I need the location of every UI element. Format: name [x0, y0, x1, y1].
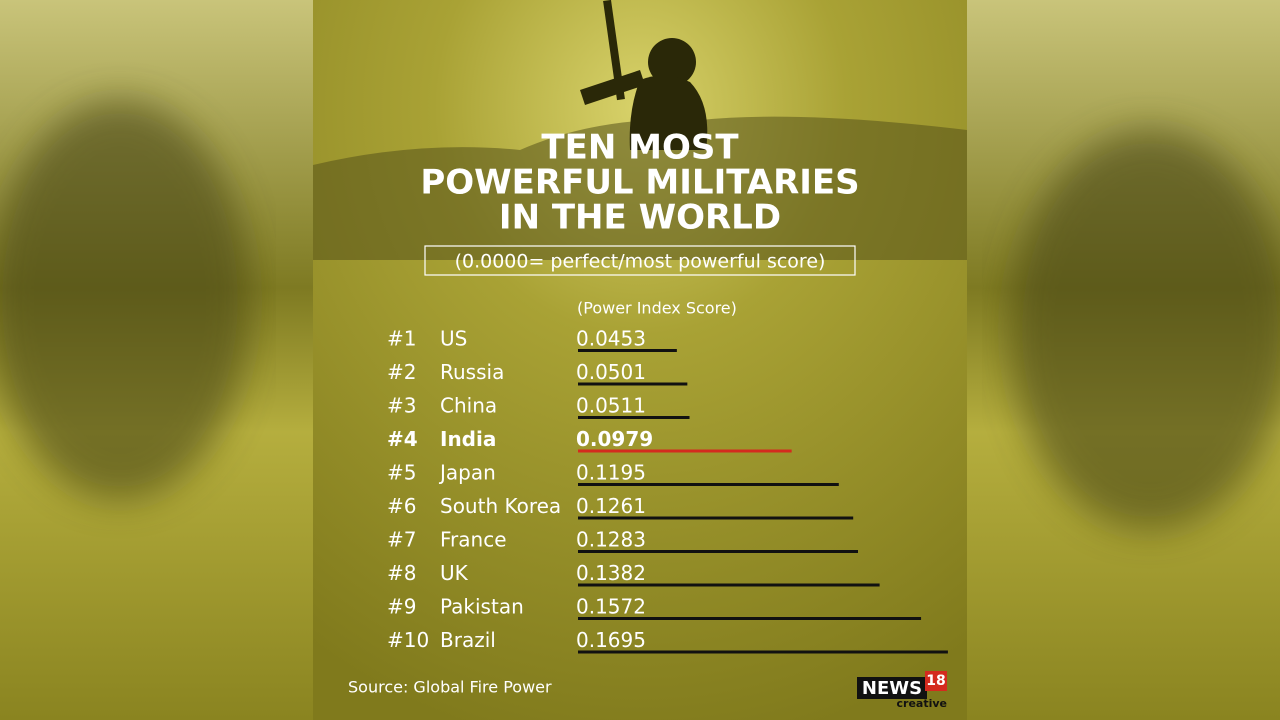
bar	[578, 349, 677, 352]
value-label: 0.1283	[576, 528, 646, 552]
value-label: 0.1572	[576, 595, 646, 619]
rank: #5	[387, 461, 416, 485]
category-label: France	[440, 528, 507, 552]
bar	[578, 416, 690, 419]
value-label: (Power Index Score)	[577, 299, 737, 318]
bar	[578, 483, 839, 486]
title-line: IN THE WORLD	[499, 198, 781, 238]
value-label: 0.0511	[576, 394, 646, 418]
category-label: Pakistan	[440, 595, 524, 619]
bar	[578, 516, 854, 520]
subtitle: (0.0000= perfect/most powerful score)	[455, 251, 826, 273]
category-label: Russia	[440, 360, 504, 384]
logo: NEWS 18 creative	[857, 671, 947, 710]
rank: #6	[387, 494, 416, 518]
value-label: 0.1195	[576, 461, 646, 485]
category-label: UK	[440, 561, 469, 585]
rank: #4	[387, 427, 418, 451]
rank: #3	[387, 394, 416, 418]
value-label: 0.0979	[576, 427, 653, 451]
rank: #8	[387, 561, 416, 585]
logo-tag: creative	[897, 697, 948, 710]
logo-name: NEWS	[862, 678, 922, 699]
value-label: 0.1382	[576, 561, 646, 585]
value-label: 0.0453	[576, 327, 646, 351]
rank: #10	[387, 628, 429, 652]
rank: #1	[387, 327, 416, 351]
bar	[578, 382, 688, 386]
bar	[578, 550, 858, 553]
rank: #9	[387, 595, 416, 619]
value-label: 0.1261	[576, 494, 646, 518]
bar	[578, 449, 792, 453]
rank: #7	[387, 528, 416, 552]
bar	[578, 583, 880, 587]
bar	[578, 617, 922, 620]
title-line: POWERFUL MILITARIES	[420, 163, 859, 203]
bar	[578, 650, 948, 654]
title-line: TEN MOST	[541, 128, 739, 168]
soldier-silhouette	[580, 0, 708, 150]
category-label: Japan	[438, 461, 496, 485]
category-label: South Korea	[440, 494, 561, 518]
source: Source: Global Fire Power	[348, 678, 552, 697]
subtitle-box	[424, 245, 856, 276]
category-label: China	[440, 394, 497, 418]
bar-chart: #1 US 0.0453 #2 Russia 0.0501 #3 China 0.0511 #4 I…	[387, 327, 948, 654]
value-label: 0.0501	[576, 360, 646, 384]
category-label: India	[440, 427, 496, 451]
rank: #2	[387, 360, 416, 384]
value-label: 0.1695	[576, 628, 646, 652]
category-label: US	[440, 327, 467, 351]
logo-number: 18	[926, 673, 945, 689]
category-label: Brazil	[440, 628, 496, 652]
